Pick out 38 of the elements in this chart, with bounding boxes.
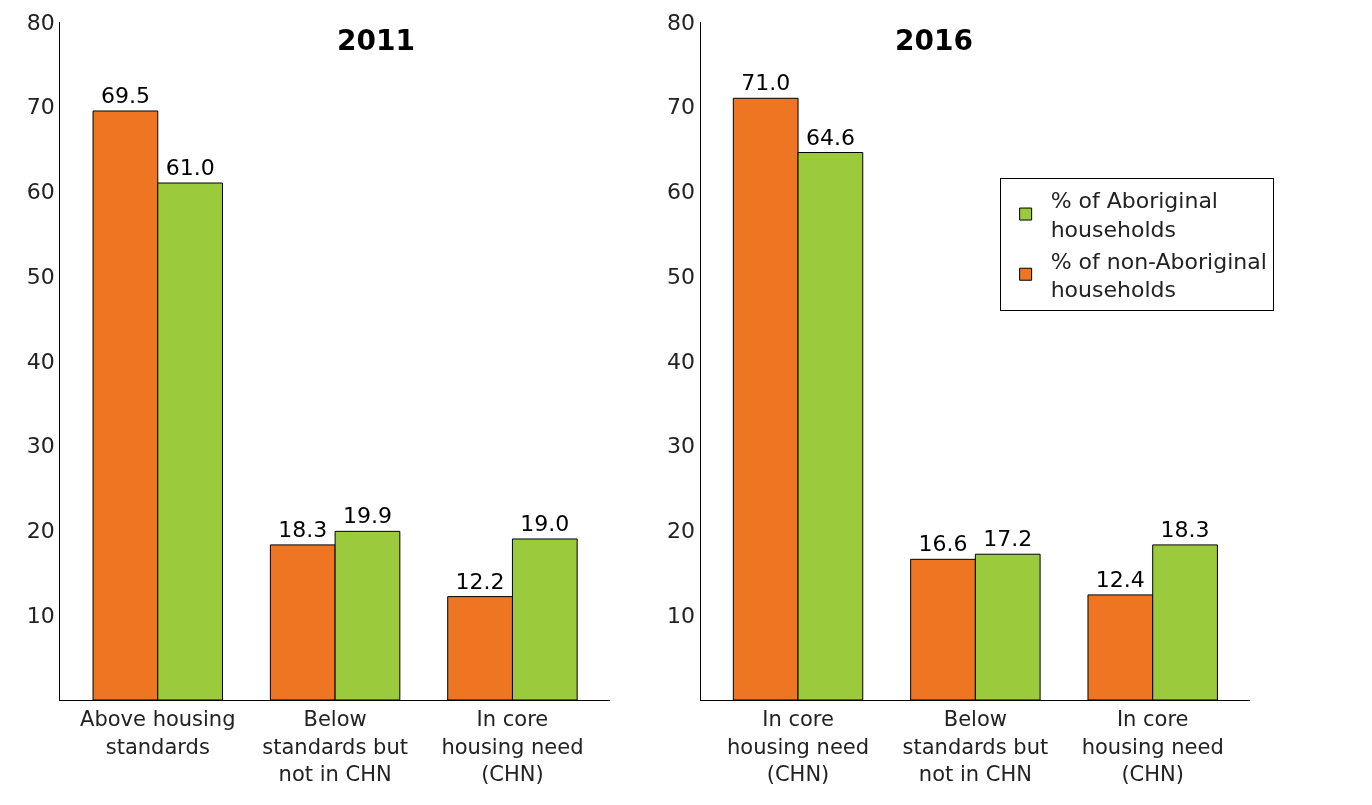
y-tick-label: 60 [667, 179, 696, 205]
y-tick-label: 10 [26, 602, 55, 628]
y-tick-label: 70 [667, 94, 696, 120]
y-tick-label: 40 [26, 348, 55, 374]
data-label: 12.4 [1095, 566, 1145, 592]
data-label: 71.0 [741, 70, 791, 96]
y-tick-label: 30 [667, 433, 696, 459]
data-label: 16.6 [918, 531, 968, 557]
data-label: 19.9 [342, 503, 392, 529]
y-tick-label: 20 [26, 518, 55, 544]
data-label: 64.6 [805, 124, 855, 150]
y-tick-label: 20 [667, 518, 696, 544]
data-label: 61.0 [165, 155, 215, 181]
y-tick-label: 80 [26, 9, 55, 35]
data-label: 19.0 [520, 510, 570, 536]
data-label: 17.2 [983, 526, 1033, 552]
y-tick-label: 60 [26, 179, 55, 205]
y-tick-label: 50 [26, 263, 55, 289]
x-tick-label: Above housing standards [80, 707, 236, 759]
legend-label: % of non-Aboriginal households [1050, 248, 1267, 303]
y-tick-label: 30 [26, 433, 55, 459]
y-tick-label: 50 [667, 263, 696, 289]
chart-title: 2016 [895, 24, 973, 57]
x-tick-label: Below standards but not in CHN [262, 707, 408, 786]
chart-title: 2011 [337, 24, 415, 57]
data-label: 18.3 [1160, 516, 1210, 542]
x-tick-label: In core housing need (CHN) [441, 707, 584, 786]
data-label: 18.3 [278, 516, 328, 542]
y-tick-label: 80 [667, 9, 696, 35]
x-tick-label: In core housing need (CHN) [1081, 707, 1224, 786]
data-label: 69.5 [100, 82, 150, 108]
legend-label: % of Aboriginal households [1050, 188, 1218, 242]
x-tick-label: Below standards but not in CHN [902, 707, 1049, 786]
x-tick-label: In core housing need (CHN) [727, 707, 870, 786]
data-label: 12.2 [455, 568, 505, 594]
y-tick-label: 40 [667, 348, 696, 374]
y-tick-label: 70 [26, 94, 55, 120]
y-tick-label: 10 [667, 602, 696, 628]
